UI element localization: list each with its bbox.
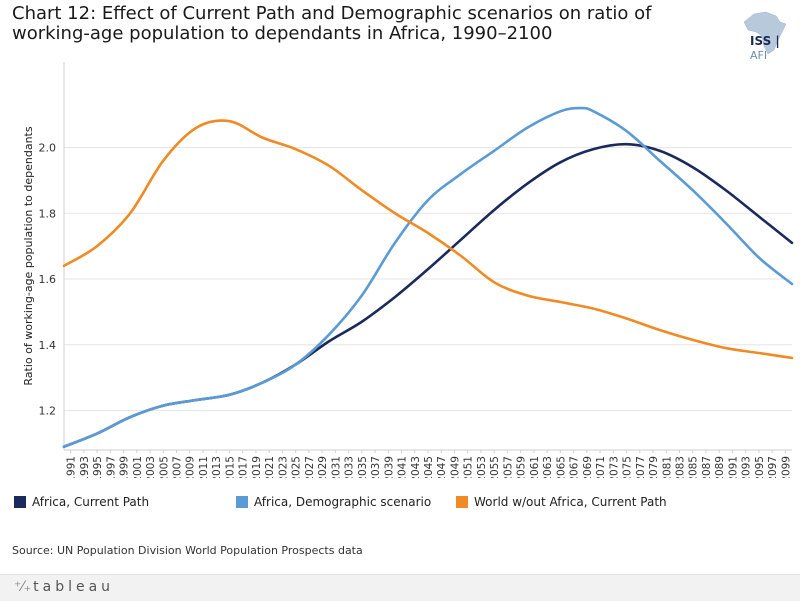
legend-item-world-current-path[interactable]: World w/out Africa, Current Path (456, 495, 667, 509)
y-tick-label: 2.0 (39, 141, 57, 154)
tableau-brand: tableau (33, 579, 115, 595)
x-tick-label: 2003 (145, 456, 157, 478)
footer-bar: ⁺⁄₊ tableau (0, 574, 800, 601)
x-tick-label: 2025 (291, 456, 303, 478)
x-tick-label: 2007 (172, 456, 184, 478)
x-tick-label: 2033 (344, 456, 356, 478)
tableau-logo[interactable]: ⁺⁄₊ tableau (14, 579, 114, 595)
x-tick-label: 2043 (410, 456, 422, 478)
x-tick-label: 2045 (423, 456, 435, 478)
tableau-plus-icon: ⁺⁄₊ (14, 579, 32, 595)
x-tick-label: 2085 (688, 456, 700, 478)
legend-label: World w/out Africa, Current Path (474, 495, 667, 509)
x-tick-label: 2051 (463, 456, 475, 478)
legend-swatch (14, 496, 26, 508)
logo-suffix: AFI (750, 49, 768, 62)
x-tick-label: 2009 (185, 456, 197, 478)
x-tick-label: 2053 (476, 456, 488, 478)
x-tick-label: 2039 (383, 456, 395, 478)
x-tick-label: 2037 (370, 456, 382, 478)
x-tick-label: 2091 (727, 456, 739, 478)
x-tick-label: 2065 (555, 456, 567, 478)
x-tick-label: 2021 (264, 456, 276, 478)
x-tick-label: 2095 (754, 456, 766, 478)
x-tick-label: 2093 (741, 456, 753, 478)
legend-swatch (236, 496, 248, 508)
x-tick-label: 2087 (701, 456, 713, 478)
x-tick-label: 2049 (449, 456, 461, 478)
x-tick-label: 2073 (608, 456, 620, 478)
x-tick-label: 2089 (714, 456, 726, 478)
x-tick-label: 1993 (79, 456, 91, 478)
x-tick-label: 2055 (489, 456, 501, 478)
y-tick-label: 1.6 (39, 273, 57, 286)
series-line-1 (62, 106, 794, 449)
x-tick-label: 2011 (198, 456, 210, 478)
legend-swatch (456, 496, 468, 508)
x-tick-label: 1991 (66, 456, 78, 478)
x-tick-label: 2019 (251, 456, 263, 478)
y-tick-label: 1.4 (39, 339, 57, 352)
x-tick-label: 2047 (436, 456, 448, 478)
x-tick-label: 1997 (105, 456, 117, 478)
x-tick-label: 2057 (502, 456, 514, 478)
iss-logo: ISS | AFI (750, 34, 780, 62)
line-chart: 1.2 1.4 1.6 1.8 2.0 Ratio of working-age popu… (22, 62, 794, 478)
legend-label: Africa, Current Path (32, 495, 150, 509)
x-tick-label: 2013 (211, 456, 223, 478)
x-tick-label: 2079 (648, 456, 660, 478)
series-line-0 (62, 142, 794, 449)
y-tick-label: 1.8 (39, 207, 57, 220)
x-tick-label: 2061 (529, 456, 541, 478)
x-tick-label: 2075 (622, 456, 634, 478)
x-tick-label: 2067 (569, 456, 581, 478)
x-tick-label: 1999 (119, 456, 131, 478)
legend-item-africa-demographic[interactable]: Africa, Demographic scenario (236, 495, 431, 509)
legend: Africa, Current Path Africa, Demographic… (14, 495, 794, 515)
logo-text: ISS (750, 34, 772, 48)
y-tick-label: 1.2 (39, 405, 57, 418)
x-tick-label: 2077 (635, 456, 647, 478)
series-line-2 (62, 119, 794, 360)
x-tick-label: 2063 (542, 456, 554, 478)
x-tick-label: 2081 (661, 456, 673, 478)
x-tick-label: 2083 (674, 456, 686, 478)
x-tick-label: 2069 (582, 456, 594, 478)
africa-map-icon (743, 11, 787, 55)
x-tick-label: 2035 (357, 456, 369, 478)
x-tick-label: 2031 (330, 456, 342, 478)
x-tick-label: 2097 (767, 456, 779, 478)
x-tick-label: 2015 (224, 456, 236, 478)
source-note: Source: UN Population Division World Pop… (12, 544, 363, 557)
legend-item-africa-current-path[interactable]: Africa, Current Path (14, 495, 149, 509)
x-tick-label: 2059 (516, 456, 528, 478)
x-tick-label: 2027 (304, 456, 316, 478)
x-tick-label: 2099 (780, 456, 792, 478)
x-tick-label: 1995 (92, 456, 104, 478)
x-tick-label: 2023 (277, 456, 289, 478)
chart-title: Chart 12: Effect of Current Path and Dem… (12, 3, 652, 44)
x-tick-label: 2005 (158, 456, 170, 478)
x-tick-label: 2041 (397, 456, 409, 478)
x-tick-label: 2001 (132, 456, 144, 478)
x-tick-label: 2029 (317, 456, 329, 478)
x-tick-label: 2017 (238, 456, 250, 478)
x-tick-label: 2071 (595, 456, 607, 478)
y-axis-title: Ratio of working-age population to depen… (22, 126, 35, 385)
legend-label: Africa, Demographic scenario (254, 495, 432, 509)
